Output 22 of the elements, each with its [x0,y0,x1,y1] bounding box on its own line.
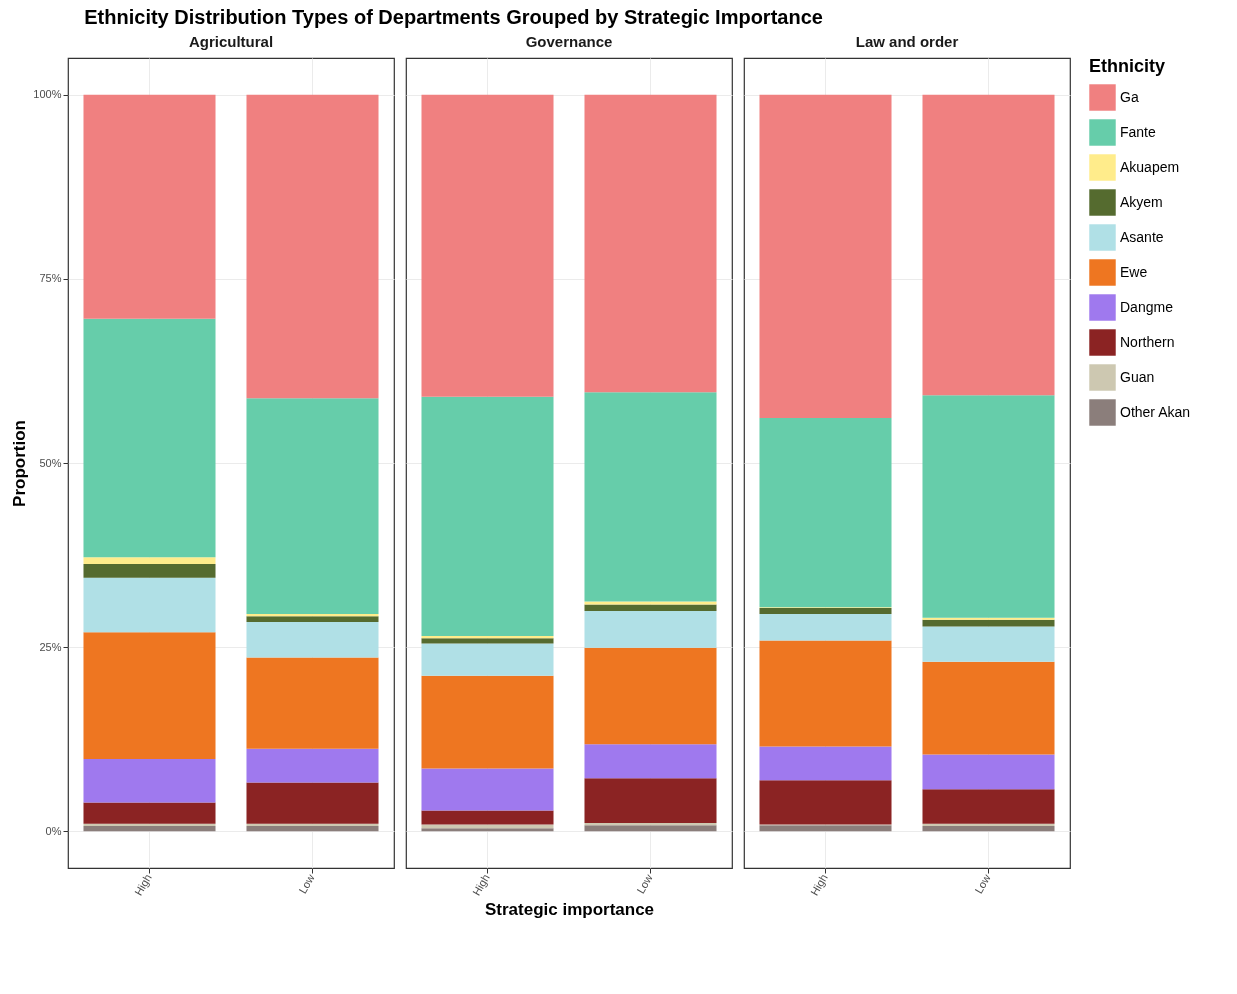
y-axis-title: Proportion [10,420,30,507]
legend-label: Ga [1120,88,1139,105]
y-tick-label: 75% [39,272,62,285]
legend-label: Northern [1120,333,1175,350]
y-tick-label: 0% [45,824,62,837]
legend-label: Ewe [1120,263,1148,280]
chart-subtitle: Law and order [855,33,959,50]
chart-subtitle: Governance [525,33,613,50]
legend-label: Dangme [1120,298,1174,315]
legend-label: Asante [1120,228,1164,245]
legend-label: Akyem [1120,193,1163,210]
y-tick-label: 25% [39,640,62,653]
y-tick-label: 100% [33,88,62,101]
text: Ethnicity Distribution Types of Departments Grouped by Strategic Importance [84,6,823,29]
x-axis-title: Strategic importance [484,899,655,919]
legend-label: Fante [1120,123,1157,140]
chart-subtitle: Agricultural [188,33,274,50]
legend-label: Other Akan [1120,403,1191,420]
y-tick-label: 50% [39,456,62,469]
legend-label: Akuapem [1120,158,1180,175]
legend-label: Guan [1120,368,1155,385]
legend-title: Ethnicity [1089,56,1166,76]
